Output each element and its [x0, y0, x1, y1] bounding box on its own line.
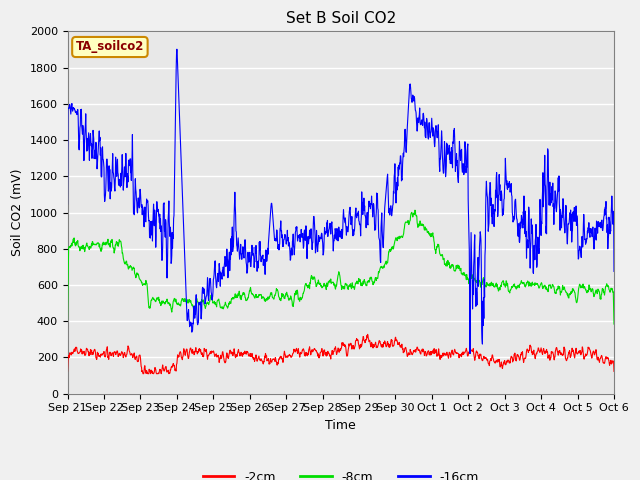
- Legend: -2cm, -8cm, -16cm: -2cm, -8cm, -16cm: [198, 466, 484, 480]
- Title: Set B Soil CO2: Set B Soil CO2: [285, 11, 396, 26]
- Y-axis label: Soil CO2 (mV): Soil CO2 (mV): [11, 169, 24, 256]
- X-axis label: Time: Time: [325, 419, 356, 432]
- Text: TA_soilco2: TA_soilco2: [76, 40, 144, 53]
